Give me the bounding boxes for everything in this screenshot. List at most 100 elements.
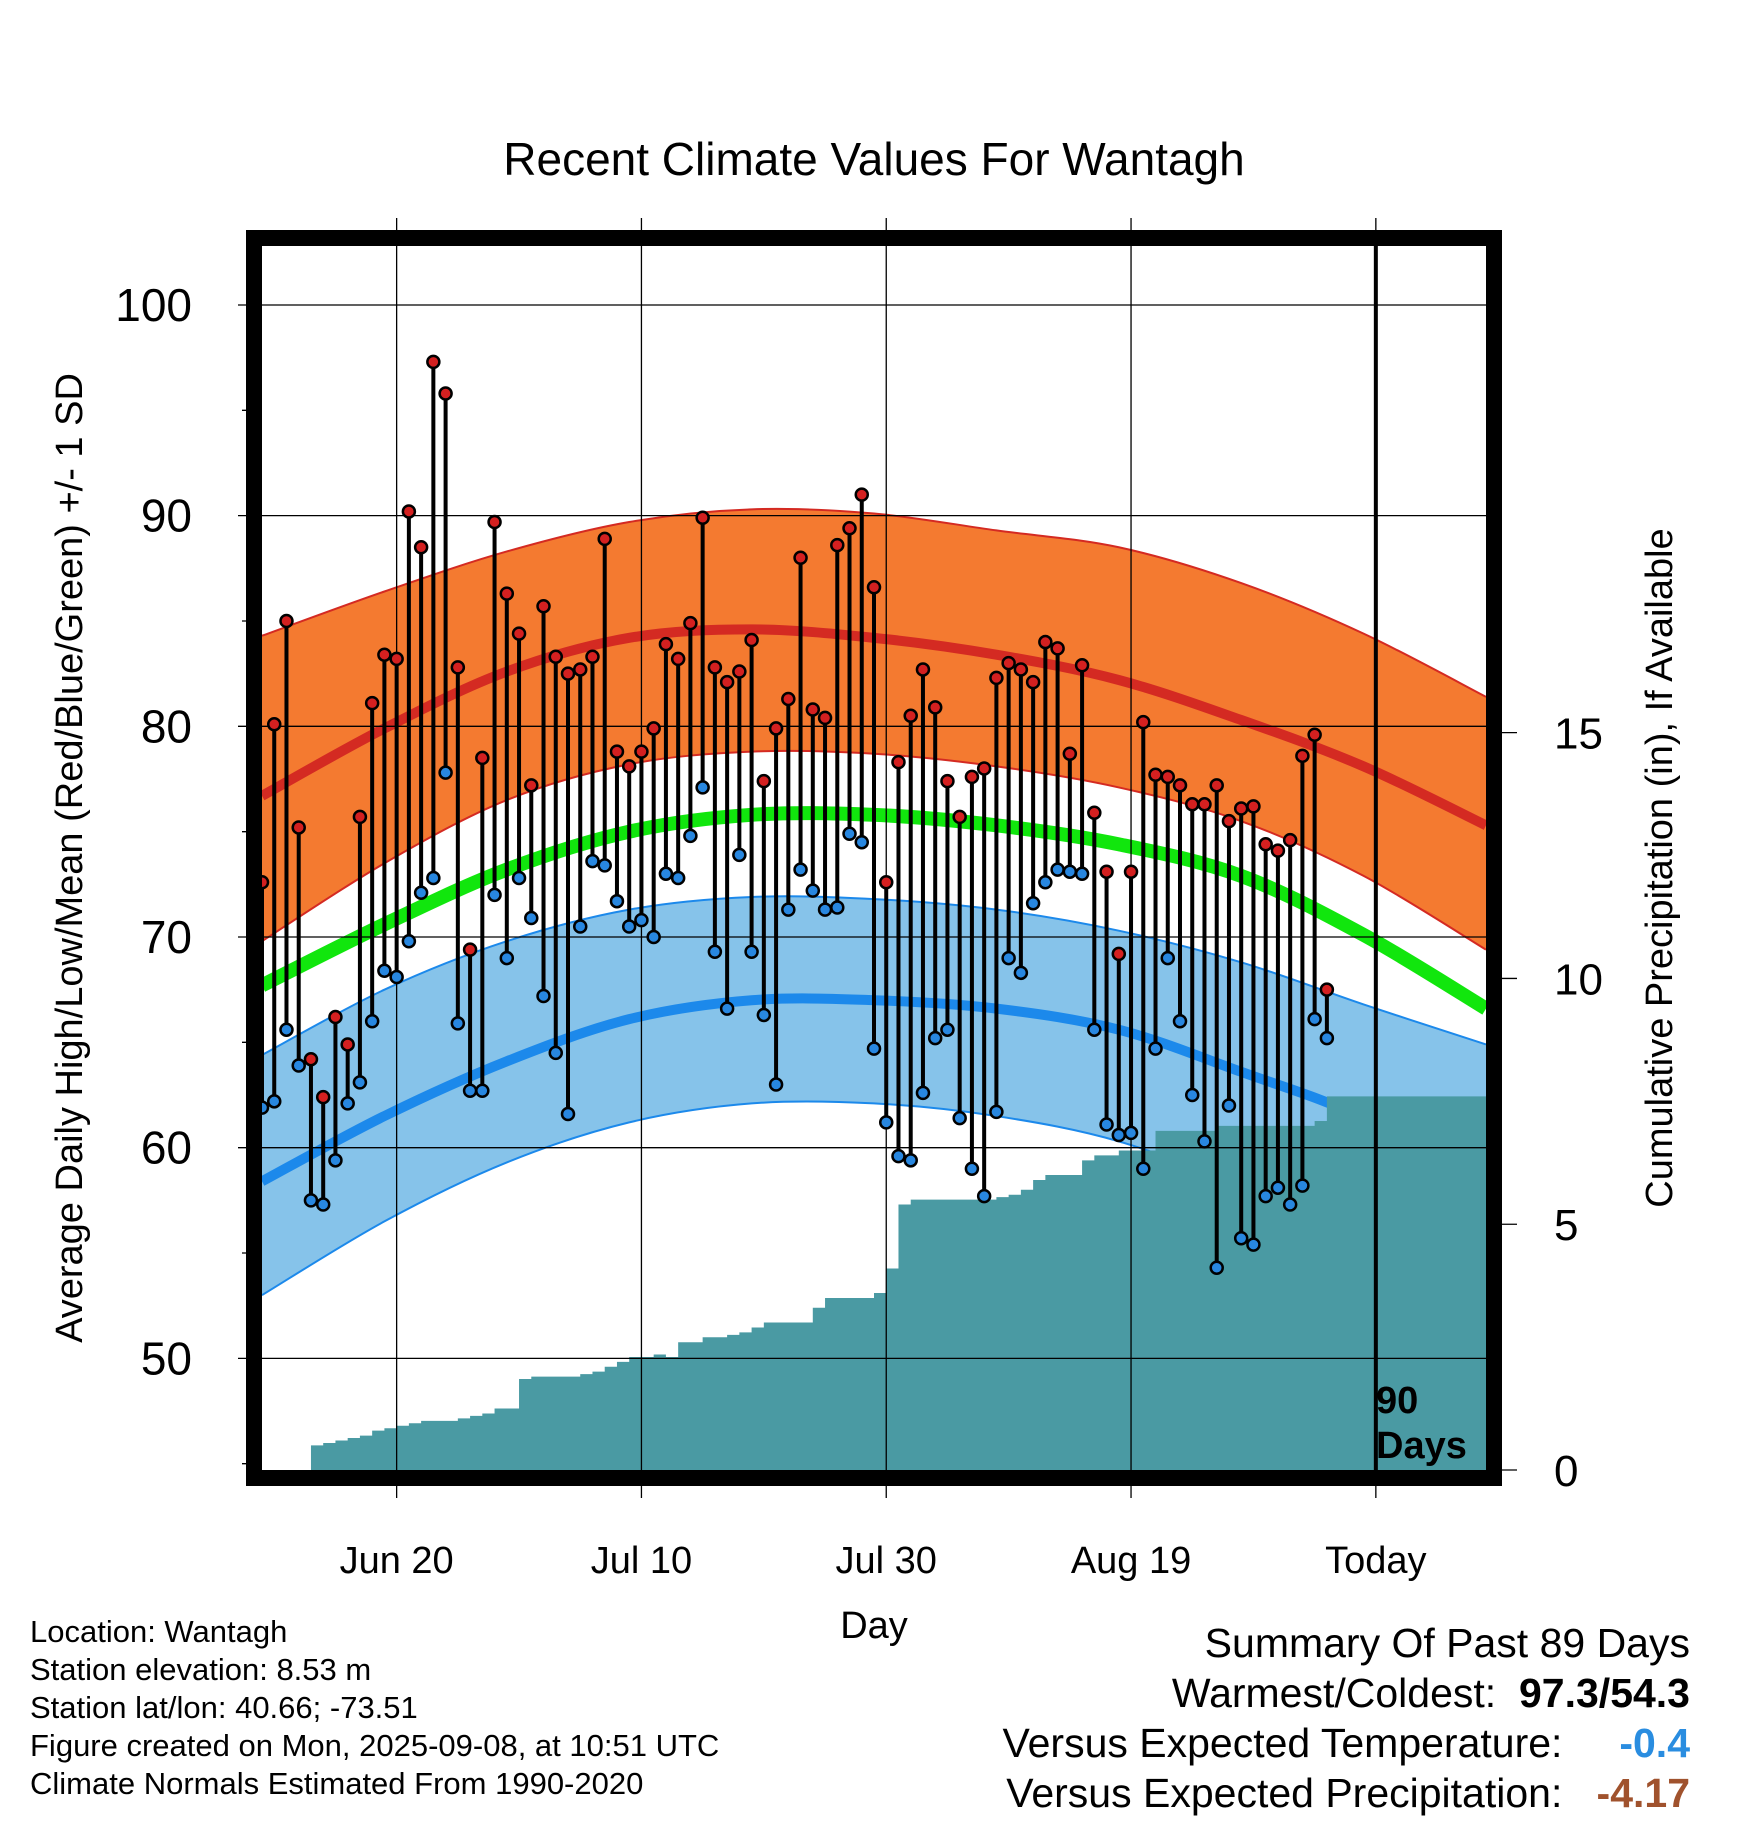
- daily-high-point: [1319, 982, 1335, 997]
- daily-high-point: [266, 716, 282, 732]
- daily-high-point: [475, 750, 490, 766]
- daily-high-point: [438, 386, 453, 401]
- daily-low-point: [401, 933, 417, 949]
- daily-high-point: [1136, 714, 1151, 730]
- daily-high-point: [854, 487, 870, 502]
- daily-low-point: [511, 870, 527, 886]
- daily-high-point: [952, 809, 967, 825]
- daily-low-point: [413, 885, 429, 901]
- daily-high-point: [1295, 748, 1310, 764]
- daily-low-point: [964, 1161, 980, 1176]
- y2-tick-label: 0: [1554, 1447, 1578, 1496]
- x-tick-label: Aug 19: [1071, 1540, 1191, 1582]
- daily-low-point: [952, 1110, 967, 1126]
- cumulative-precipitation-area: [298, 1076, 1487, 1470]
- y-tick-label: 90: [141, 490, 192, 542]
- daily-high-point: [866, 580, 882, 595]
- daily-low-point: [621, 919, 637, 934]
- daily-high-point: [1221, 813, 1237, 829]
- daily-low-point: [915, 1085, 931, 1101]
- daily-high-point: [560, 666, 576, 681]
- daily-high-point: [1087, 805, 1102, 820]
- daily-high-point: [805, 702, 821, 717]
- daily-low-point: [634, 912, 649, 928]
- daily-low-point: [499, 950, 515, 966]
- y-tick-label: 100: [115, 279, 192, 331]
- daily-low-point: [352, 1075, 368, 1090]
- warmest-value: 97.3: [1518, 1670, 1599, 1716]
- daily-low-point: [646, 929, 661, 945]
- x-tick-label: Jun 20: [340, 1540, 454, 1582]
- daily-low-point: [1209, 1260, 1224, 1276]
- daily-high-point: [291, 820, 306, 835]
- daily-low-point: [707, 944, 723, 959]
- daily-high-point: [793, 550, 808, 566]
- daily-low-point: [426, 870, 441, 886]
- daily-low-point: [989, 1104, 1004, 1120]
- daily-low-point: [781, 902, 796, 917]
- daily-low-point: [842, 826, 857, 842]
- daily-high-point: [756, 773, 772, 789]
- y2-tick-label: 15: [1554, 710, 1603, 759]
- daily-high-point: [964, 769, 980, 785]
- daily-high-point: [781, 691, 796, 707]
- daily-high-point: [621, 759, 637, 774]
- daily-low-point: [548, 1045, 564, 1061]
- daily-high-point: [1038, 634, 1053, 650]
- daily-high-point: [389, 651, 404, 667]
- daily-high-point: [377, 647, 392, 662]
- daily-high-point: [878, 874, 894, 890]
- daily-high-point: [670, 651, 686, 667]
- daily-high-point: [548, 649, 564, 665]
- daily-low-point: [805, 883, 821, 898]
- info-elevation: Station elevation: 8.53 m: [30, 1652, 372, 1687]
- daily-high-point: [450, 660, 466, 675]
- daily-high-point: [989, 670, 1004, 686]
- daily-high-point: [842, 521, 857, 536]
- daily-low-point: [1295, 1178, 1310, 1193]
- y-tick-label: 80: [141, 700, 192, 752]
- daily-high-point: [1099, 864, 1114, 879]
- daily-high-point: [1111, 946, 1127, 962]
- daily-low-point: [1246, 1237, 1261, 1252]
- daily-high-point: [511, 626, 527, 641]
- daily-high-point: [732, 664, 747, 679]
- plot-frame: [246, 230, 1502, 1486]
- daily-high-point: [927, 700, 943, 715]
- daily-high-point: [695, 510, 710, 526]
- y-tick-label: 60: [141, 1122, 192, 1174]
- high-upper-line: [261, 507, 1487, 698]
- daily-low-point: [866, 1041, 882, 1056]
- daily-low-point: [854, 834, 870, 850]
- daily-low-point: [878, 1115, 894, 1130]
- daily-high-point: [634, 744, 649, 759]
- today-marker-label: Days: [1376, 1425, 1467, 1467]
- daily-low-point: [389, 969, 404, 985]
- daily-high-point: [744, 632, 759, 648]
- daily-high-point: [940, 773, 955, 789]
- daily-low-point: [891, 1148, 906, 1164]
- warmest-coldest-label: Warmest/Coldest:: [1171, 1670, 1497, 1716]
- temperature-anomaly-value: -0.4: [1619, 1720, 1690, 1766]
- precipitation-layer: [298, 1076, 1487, 1470]
- x-tick-label: Today: [1325, 1540, 1426, 1582]
- daily-high-point: [572, 662, 588, 677]
- daily-high-point: [768, 721, 784, 736]
- daily-high-point: [976, 761, 992, 776]
- daily-high-point: [707, 660, 723, 675]
- daily-high-point: [915, 662, 931, 677]
- daily-low-point: [462, 1083, 478, 1099]
- daily-high-point: [817, 710, 833, 726]
- y2-tick-label: 10: [1554, 955, 1603, 1004]
- daily-low-point: [364, 1014, 380, 1029]
- daily-high-point: [830, 537, 845, 553]
- x-tick-label: Jul 30: [836, 1540, 937, 1582]
- daily-low-point: [1136, 1161, 1151, 1176]
- daily-high-point: [1148, 767, 1163, 783]
- daily-low-point: [1307, 1011, 1322, 1027]
- daily-low-point: [1172, 1014, 1188, 1029]
- daily-low-point: [658, 866, 674, 882]
- daily-low-point: [1111, 1127, 1127, 1143]
- daily-observations-layer: [254, 354, 1335, 1276]
- daily-high-point: [903, 708, 918, 724]
